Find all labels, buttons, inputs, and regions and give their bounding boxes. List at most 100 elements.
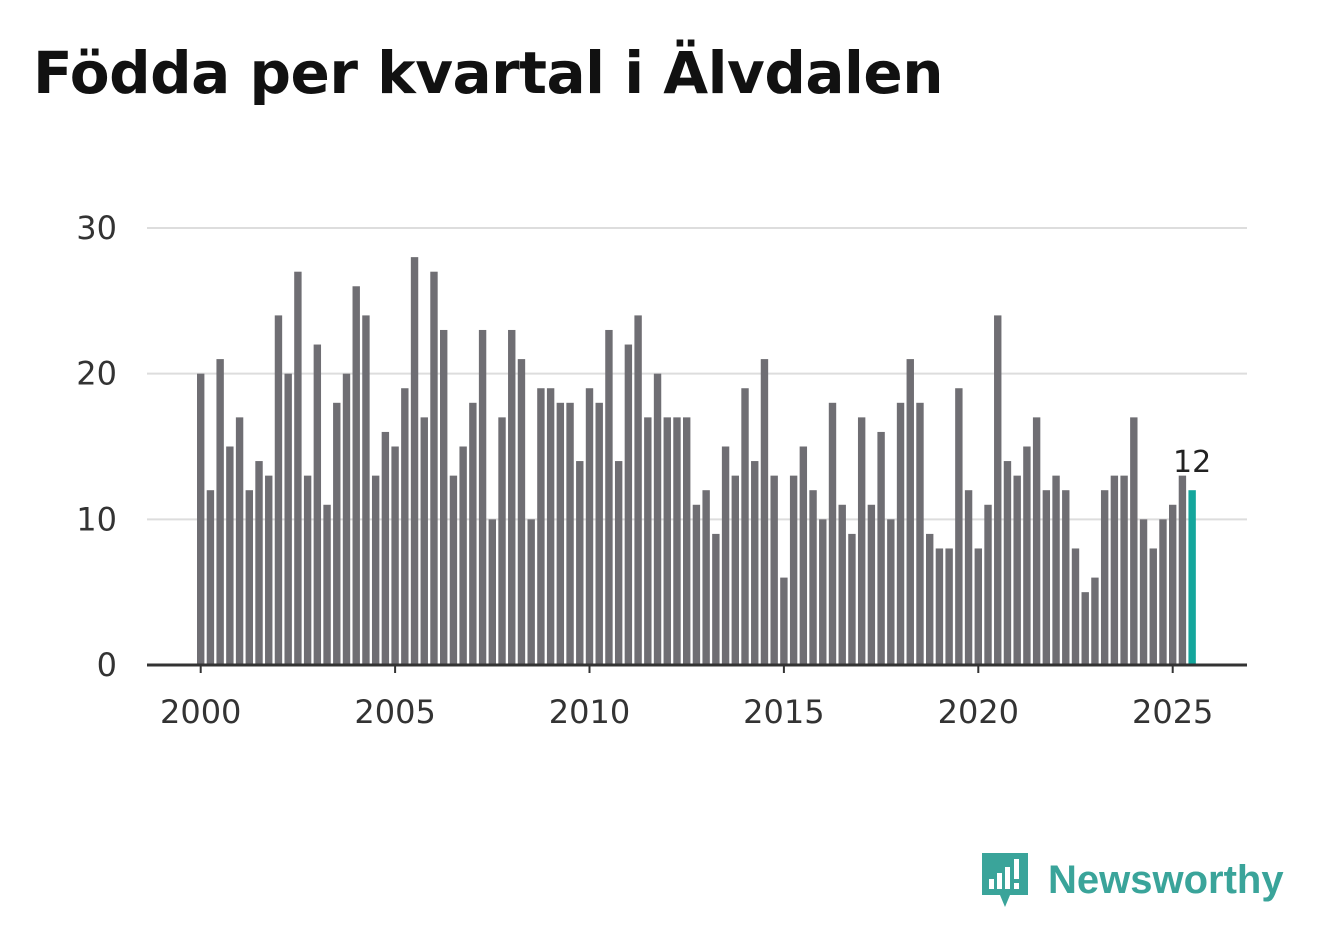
bar	[1120, 475, 1128, 665]
bar	[819, 519, 827, 665]
y-tick-label: 10	[76, 500, 117, 538]
bar	[333, 402, 341, 665]
bar	[906, 359, 914, 665]
bar	[197, 373, 205, 665]
bar	[751, 461, 759, 665]
bar	[605, 329, 613, 665]
bar	[1013, 475, 1021, 665]
bar	[702, 490, 710, 665]
bar	[1032, 417, 1041, 665]
bar	[673, 417, 681, 665]
bar	[255, 461, 263, 665]
bar	[265, 475, 273, 665]
bar	[741, 388, 749, 665]
bar	[1052, 475, 1060, 665]
bar	[634, 315, 642, 665]
bar	[595, 402, 603, 665]
bar	[410, 257, 419, 665]
bar	[644, 417, 652, 665]
bar	[828, 402, 837, 665]
bar	[303, 475, 312, 665]
x-tick-label: 2005	[354, 693, 435, 731]
bar	[683, 417, 691, 665]
bar	[799, 446, 808, 665]
bar	[984, 504, 992, 665]
y-tick-label: 20	[76, 355, 117, 393]
bar	[916, 402, 924, 665]
bar	[721, 446, 730, 665]
bar	[809, 490, 817, 665]
bar	[235, 417, 244, 665]
bar	[964, 490, 973, 665]
bar	[488, 519, 496, 665]
bar	[1003, 461, 1012, 665]
bar	[323, 504, 331, 665]
bar	[926, 533, 934, 665]
bar	[585, 388, 594, 665]
bar	[887, 519, 895, 665]
bar	[546, 388, 555, 665]
y-tick-label: 0	[97, 646, 117, 684]
bar	[1071, 548, 1080, 665]
brand-name: Newsworthy	[1048, 857, 1284, 902]
bar	[440, 329, 448, 665]
bar	[1139, 519, 1148, 665]
bar	[857, 417, 866, 665]
x-tick-label: 2000	[160, 693, 241, 731]
y-axis-ticks: 0 10 20 30	[76, 209, 117, 684]
bar	[371, 475, 380, 665]
bar	[391, 446, 399, 665]
bar	[508, 329, 516, 665]
bar	[1091, 577, 1099, 665]
bar	[1169, 504, 1177, 665]
bar	[731, 475, 739, 665]
bar	[945, 548, 953, 665]
bar	[877, 431, 885, 665]
x-axis-ticks: 2000 2005 2010 2015 2020 2025	[160, 665, 1213, 731]
bar	[401, 388, 409, 665]
bar	[556, 402, 565, 665]
bar	[527, 519, 535, 665]
bar	[1178, 475, 1187, 665]
bar	[1130, 417, 1138, 665]
y-tick-label: 30	[76, 209, 117, 247]
x-tick-label: 2020	[938, 693, 1019, 731]
newsworthy-logo-icon	[982, 853, 1028, 907]
bar-highlight	[1188, 490, 1196, 665]
x-tick-label: 2010	[549, 693, 630, 731]
bar	[537, 388, 545, 665]
bar	[867, 504, 876, 665]
bar	[760, 359, 769, 665]
bar	[430, 271, 438, 665]
bar	[1149, 548, 1157, 665]
bar	[1023, 446, 1031, 665]
chart-title: Födda per kvartal i Älvdalen	[33, 39, 944, 107]
bar	[1159, 519, 1167, 665]
bar	[517, 359, 526, 665]
gridlines	[147, 227, 1247, 521]
bar	[955, 388, 963, 665]
bar	[789, 475, 798, 665]
bar	[245, 490, 253, 665]
bar	[770, 475, 778, 665]
bar	[206, 490, 215, 665]
bar	[624, 344, 633, 665]
x-tick-label: 2015	[743, 693, 824, 731]
bar	[1042, 490, 1051, 665]
bar	[362, 315, 370, 665]
bar	[576, 461, 584, 665]
bar	[848, 533, 856, 665]
x-tick-label: 2025	[1132, 693, 1213, 731]
bar-chart: 0 10 20 30 2000 2005 2010 2015 2020 2025 12	[76, 209, 1247, 731]
bar	[692, 504, 701, 665]
bar	[216, 359, 224, 665]
last-value-label: 12	[1173, 445, 1211, 480]
bar	[226, 446, 234, 665]
bar	[712, 533, 720, 665]
bar	[614, 461, 623, 665]
bar	[478, 329, 487, 665]
bar	[994, 315, 1002, 665]
bar	[653, 373, 662, 665]
bar	[935, 548, 944, 665]
